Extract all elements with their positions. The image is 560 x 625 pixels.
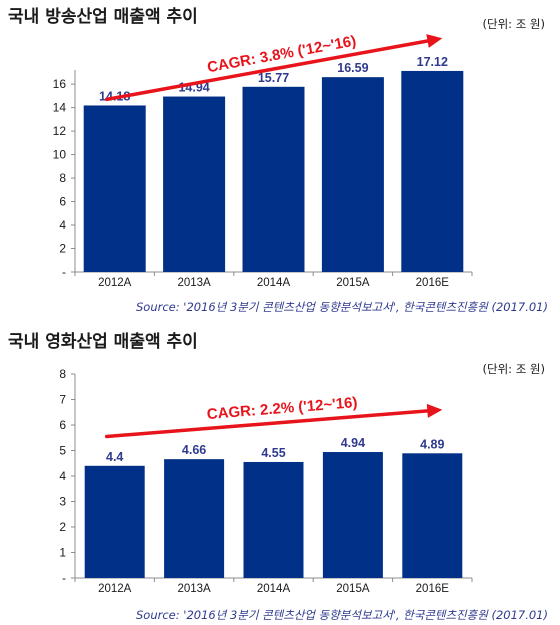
y-tick-label: 16 [53, 77, 67, 91]
y-tick-label: 4 [59, 469, 66, 483]
cagr-arrow-line [104, 38, 435, 102]
bar [321, 77, 384, 272]
y-tick-label: 1 [59, 546, 66, 560]
bar [242, 86, 305, 272]
y-tick-label: - [62, 265, 66, 279]
bar [322, 452, 383, 578]
y-tick-label: 5 [59, 444, 66, 458]
data-label: 4.94 [341, 436, 365, 450]
x-tick-label: 2015A [336, 583, 370, 595]
source-note: Source: '2016년 3분기 콘텐츠산업 동향분석보고서', 한국콘텐츠… [136, 608, 548, 622]
x-tick-label: 2013A [177, 277, 211, 289]
chart-title: 국내 영화산업 매출액 추이 [8, 332, 198, 352]
data-label: 15.77 [258, 71, 289, 85]
y-tick-label: 7 [59, 393, 66, 407]
data-label: 4.66 [182, 443, 206, 457]
bar [401, 70, 464, 272]
bar [83, 105, 146, 273]
data-label: 17.12 [417, 55, 448, 69]
cagr-arrow-line [104, 408, 435, 439]
y-tick-label: 6 [59, 418, 66, 432]
film-chart-panel: 국내 영화산업 매출액 추이 (단위: 조 원) Source: '2016년 … [0, 318, 560, 625]
data-label: 4.55 [261, 446, 285, 460]
broadcasting-chart-panel: 국내 방송산업 매출액 추이 (단위: 조 원) Source: '2016년 … [8, 7, 548, 314]
data-label: 16.59 [337, 61, 368, 75]
bar [243, 461, 304, 578]
y-tick-label: - [62, 571, 66, 585]
data-label: 4.89 [420, 437, 444, 451]
x-tick-label: 2016E [416, 583, 450, 595]
cagr-arrow-head [426, 34, 443, 48]
bar [84, 465, 145, 578]
y-tick-label: 10 [53, 148, 67, 162]
cagr-annotation: CAGR: 3.8% ('12~'16) [206, 33, 358, 77]
cagr-arrow-head [426, 403, 443, 418]
x-tick-label: 2014A [257, 583, 291, 595]
x-tick-label: 2012A [98, 583, 132, 595]
y-tick-label: 12 [53, 124, 67, 138]
x-tick-label: 2012A [98, 277, 132, 289]
bar [402, 453, 463, 578]
y-tick-label: 3 [59, 495, 66, 509]
y-tick-label: 14 [53, 101, 67, 115]
y-tick-label: 6 [59, 195, 66, 209]
x-tick-label: 2015A [336, 277, 370, 289]
y-tick-label: 4 [59, 218, 66, 232]
y-tick-label: 2 [59, 520, 66, 534]
bar [163, 96, 226, 272]
unit-note: (단위: 조 원) [483, 362, 545, 376]
broadcasting-chart: 국내 방송산업 매출액 추이 (단위: 조 원) Source: '2016년 … [8, 7, 548, 314]
x-tick-label: 2016E [416, 277, 450, 289]
data-label: 4.4 [106, 450, 123, 464]
unit-note: (단위: 조 원) [483, 17, 545, 31]
y-tick-label: 2 [59, 242, 66, 256]
x-tick-label: 2014A [257, 277, 291, 289]
film-chart: 국내 영화산업 매출액 추이 (단위: 조 원) Source: '2016년 … [8, 332, 548, 622]
y-tick-label: 8 [59, 171, 66, 185]
x-tick-label: 2013A [177, 583, 211, 595]
y-tick-label: 8 [59, 367, 66, 381]
chart-title: 국내 방송산업 매출액 추이 [8, 7, 198, 27]
bar [164, 459, 225, 578]
source-note: Source: '2016년 3분기 콘텐츠산업 동향분석보고서', 한국콘텐츠… [136, 300, 548, 314]
